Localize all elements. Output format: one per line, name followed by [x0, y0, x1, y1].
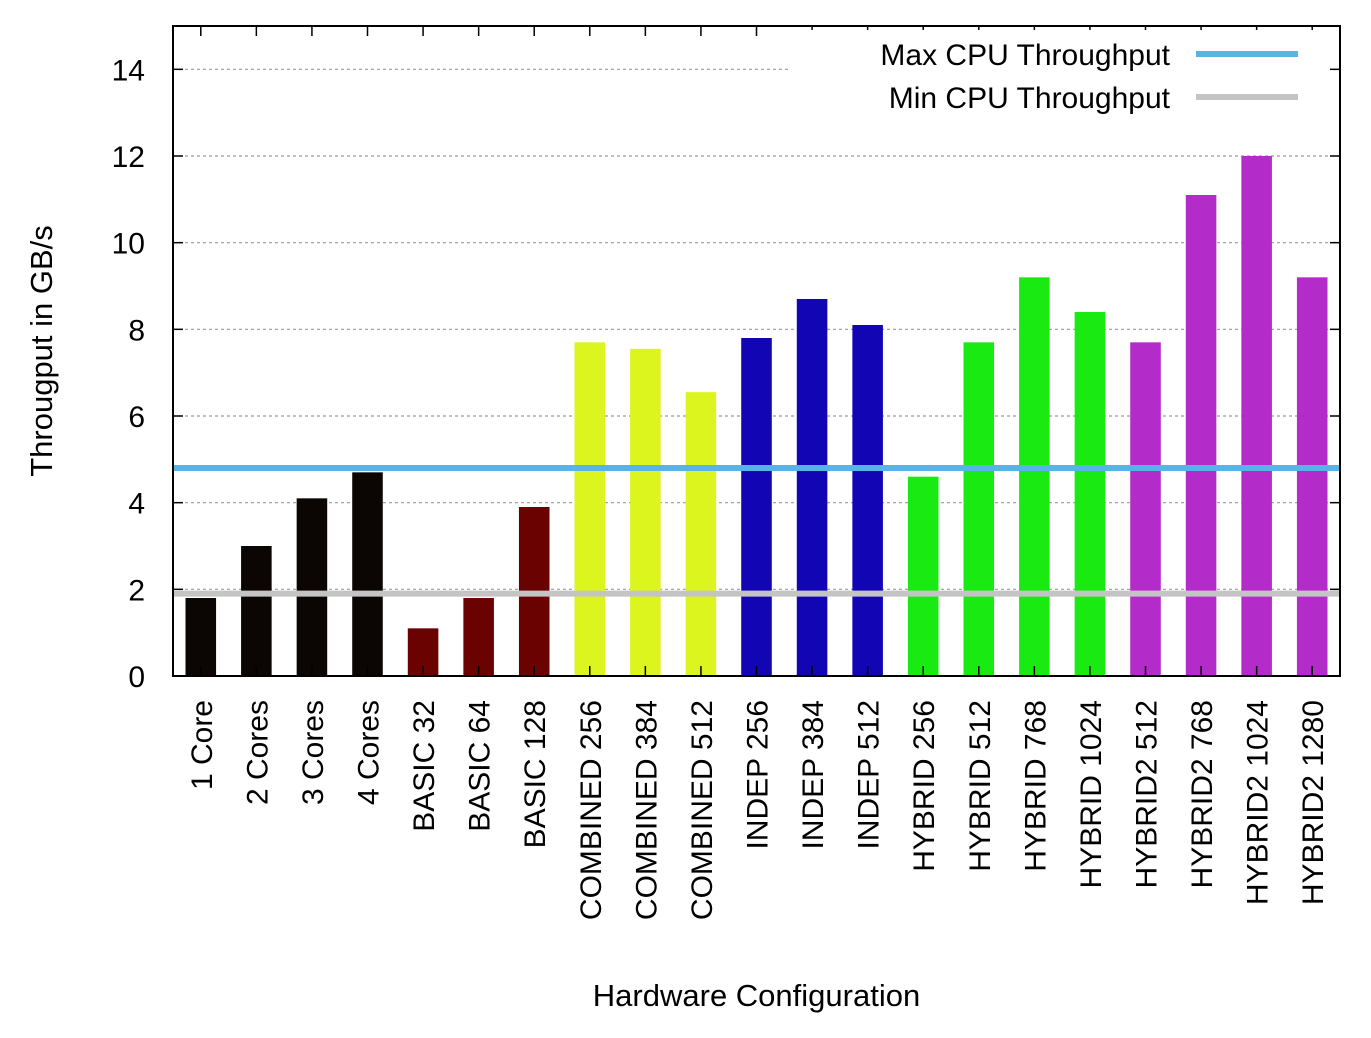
x-category-label: INDEP 256 — [742, 700, 775, 850]
legend: Max CPU Throughput Min CPU Throughput — [790, 30, 1330, 118]
legend-label: Min CPU Throughput — [889, 82, 1171, 115]
x-category-label: HYBRID2 512 — [1131, 700, 1164, 888]
bar — [463, 598, 494, 676]
x-category-label: 3 Cores — [297, 700, 330, 805]
bar — [796, 299, 828, 676]
axis-ticks — [173, 26, 1340, 677]
bar — [907, 476, 939, 676]
y-tick-label: 0 — [128, 661, 145, 694]
bar — [296, 498, 328, 676]
y-tick-label: 12 — [112, 141, 145, 174]
bar — [574, 342, 606, 676]
bar — [1019, 277, 1050, 676]
x-category-label: COMBINED 384 — [630, 700, 663, 920]
y-tick-label: 8 — [128, 314, 145, 347]
x-category-label: HYBRID2 768 — [1186, 700, 1219, 888]
bar — [1296, 277, 1328, 676]
x-category-label: BASIC 32 — [408, 700, 441, 832]
bar — [241, 546, 272, 676]
x-category-label: HYBRID 256 — [908, 700, 941, 872]
x-category-label: HYBRID2 1024 — [1242, 700, 1275, 905]
bar — [1074, 312, 1106, 676]
bar — [1185, 195, 1217, 676]
x-category-label: HYBRID2 1280 — [1297, 700, 1330, 905]
legend-background — [790, 30, 1330, 118]
bar — [1241, 156, 1272, 676]
x-category-label: HYBRID 768 — [1019, 700, 1052, 872]
x-category-label: INDEP 384 — [797, 700, 830, 850]
y-axis-title: Througput in GB/s — [24, 225, 59, 477]
bar — [741, 338, 772, 676]
y-tick-label: 14 — [112, 54, 145, 87]
x-category-label: 4 Cores — [353, 700, 386, 805]
x-category-label: COMBINED 256 — [575, 700, 608, 920]
x-category-label: BASIC 128 — [519, 700, 552, 848]
y-tick-labels: 0 2 4 6 8 10 12 14 — [112, 54, 145, 694]
x-category-label: HYBRID 1024 — [1075, 700, 1108, 888]
bar — [963, 342, 995, 676]
y-tick-label: 2 — [128, 574, 145, 607]
plot-frame — [172, 25, 1341, 677]
bar — [630, 348, 661, 676]
bar — [852, 325, 883, 676]
x-category-label: 1 Core — [186, 700, 219, 790]
legend-label: Max CPU Throughput — [880, 39, 1170, 72]
bar — [185, 598, 217, 676]
reference-lines — [173, 465, 1340, 597]
bars — [185, 156, 1328, 676]
y-tick-label: 6 — [128, 401, 145, 434]
y-tick-label: 4 — [128, 488, 145, 521]
x-axis-title: Hardware Configuration — [593, 978, 920, 1013]
bar — [1130, 342, 1161, 676]
bar — [352, 472, 383, 676]
y-tick-label: 10 — [112, 228, 145, 261]
x-category-label: COMBINED 512 — [686, 700, 719, 920]
x-category-label: BASIC 64 — [464, 700, 497, 832]
x-category-labels: 1 Core 2 Cores 3 Cores 4 Cores BASIC 32 BASIC… — [186, 700, 1330, 920]
x-category-label: 2 Cores — [241, 700, 274, 805]
bar — [685, 392, 717, 676]
x-category-label: INDEP 512 — [853, 700, 886, 850]
x-category-label: HYBRID 512 — [964, 700, 997, 872]
